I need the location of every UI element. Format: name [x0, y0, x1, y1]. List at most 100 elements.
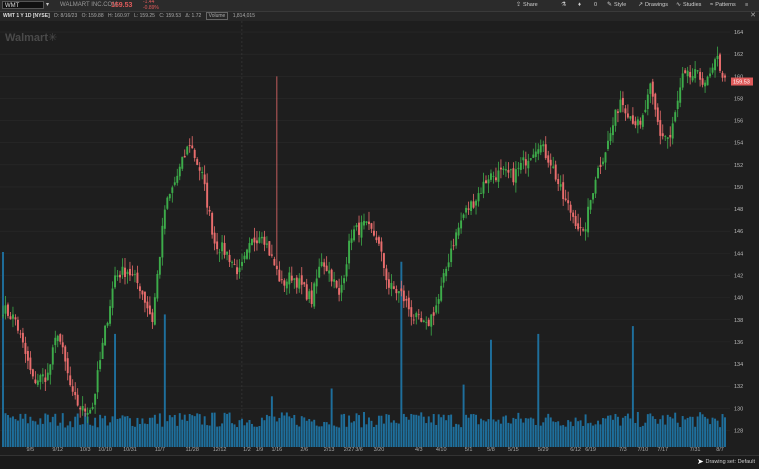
- drawings-button[interactable]: ↗ Drawings: [638, 0, 668, 11]
- volume-bar: [84, 412, 87, 447]
- volume-bar: [158, 413, 161, 447]
- volume-bar: [582, 425, 585, 447]
- volume-bar: [29, 416, 32, 447]
- studies-label: Studies: [683, 2, 702, 8]
- candle-body: [16, 319, 19, 331]
- candle-body: [380, 241, 383, 252]
- volume-bar: [372, 426, 375, 447]
- candle-body: [151, 312, 154, 322]
- volume-bar: [564, 426, 567, 447]
- candle-body: [71, 386, 74, 392]
- alert-button[interactable]: ♦: [578, 0, 583, 11]
- candle-body: [131, 274, 134, 276]
- volume-bar: [203, 416, 206, 447]
- volume-bar: [552, 421, 555, 447]
- candle-body: [206, 182, 209, 208]
- volume-bar: [465, 414, 468, 447]
- volume-bar: [651, 416, 654, 447]
- volume-bar: [704, 416, 707, 447]
- share-label: Share: [523, 2, 538, 8]
- symbol-input[interactable]: WMT: [2, 1, 44, 9]
- studies-button[interactable]: ∿ Studies: [676, 0, 701, 11]
- candle-body: [148, 305, 151, 315]
- candle-body: [44, 377, 47, 382]
- drawing-set[interactable]: Drawing set: Default: [705, 459, 755, 465]
- volume-bar: [676, 422, 679, 447]
- style-button[interactable]: ✎ Style: [607, 0, 626, 11]
- volume-bar: [721, 414, 724, 447]
- last-price-box: [731, 77, 753, 86]
- volume-bar: [300, 416, 303, 447]
- y-tick-label: 156: [734, 119, 743, 125]
- candle-body: [494, 177, 497, 181]
- volume-bar: [198, 414, 201, 447]
- candle-body: [614, 109, 617, 126]
- candle-body: [305, 284, 308, 300]
- candle-body: [191, 145, 194, 149]
- candle-body: [684, 70, 687, 74]
- candle-body: [719, 54, 721, 71]
- volume-bar: [485, 421, 487, 447]
- volume-bar: [562, 425, 565, 447]
- candle-body: [24, 342, 27, 354]
- patterns-button[interactable]: ≈ Patterns: [710, 0, 736, 11]
- candle-body: [255, 240, 258, 244]
- volume-bar: [248, 419, 251, 447]
- flask-button[interactable]: ⚗: [561, 0, 568, 11]
- candle-body: [442, 273, 445, 283]
- volume-bar: [587, 423, 590, 447]
- volume-label[interactable]: Volume: [205, 12, 229, 20]
- dropdown-chevron-icon[interactable]: ▾: [46, 2, 50, 8]
- candle-body: [504, 169, 507, 171]
- chart-label: WMT 1 Y 1D [NYSE]: [3, 13, 50, 19]
- volume-bar: [472, 413, 475, 447]
- volume-bar: [450, 414, 453, 447]
- candle-body: [562, 182, 565, 200]
- volume-bar: [295, 424, 298, 447]
- x-tick-label: 10/31: [123, 447, 137, 453]
- candle-body: [231, 261, 234, 263]
- volume-bar: [76, 413, 79, 447]
- volume-bar: [94, 417, 97, 447]
- volume-bar: [290, 418, 293, 447]
- volume-bar: [39, 418, 42, 447]
- volume-bar: [348, 415, 351, 447]
- candle-body: [340, 284, 343, 293]
- volume-value: 1,814,015: [232, 13, 255, 19]
- volume-bar: [188, 413, 191, 447]
- candle-body: [31, 369, 34, 377]
- candle-body: [420, 318, 423, 322]
- candle-body: [609, 133, 612, 142]
- candle-body: [377, 237, 380, 244]
- volume-bar: [432, 414, 435, 447]
- volume-bar: [679, 427, 682, 447]
- candle-body: [440, 285, 443, 301]
- close-icon[interactable]: ✕: [750, 12, 756, 19]
- candle-body: [283, 280, 286, 286]
- volume-bar: [26, 423, 29, 447]
- candle-body: [549, 159, 552, 166]
- volume-bar: [24, 413, 27, 447]
- volume-bar: [559, 425, 562, 447]
- share-button[interactable]: ⇪ Share: [516, 0, 538, 11]
- cursor-icon[interactable]: ➤: [697, 457, 704, 466]
- candle-body: [455, 232, 458, 246]
- walmart-watermark: Walmart: [5, 32, 48, 44]
- menu-icon[interactable]: ≡: [745, 2, 749, 8]
- price-chart[interactable]: Walmart ✳ 128 130 132 134 136 138 140 142 144 146…: [0, 21, 759, 455]
- volume-bar: [71, 427, 74, 447]
- candle-body: [181, 156, 184, 169]
- volume-bar: [527, 418, 530, 447]
- candle-body: [569, 204, 572, 213]
- candle-body: [634, 121, 637, 126]
- candle-body: [116, 275, 119, 277]
- candle-body: [81, 406, 84, 411]
- candle-body: [686, 70, 689, 77]
- volume-bar: [313, 419, 316, 447]
- volume-bar: [412, 414, 415, 447]
- x-tick-label: 7/10: [637, 447, 648, 453]
- volume-bar: [664, 424, 667, 447]
- volume-bar: [143, 423, 146, 447]
- x-tick-label: 6/12: [570, 447, 581, 453]
- volume-bar: [79, 424, 82, 447]
